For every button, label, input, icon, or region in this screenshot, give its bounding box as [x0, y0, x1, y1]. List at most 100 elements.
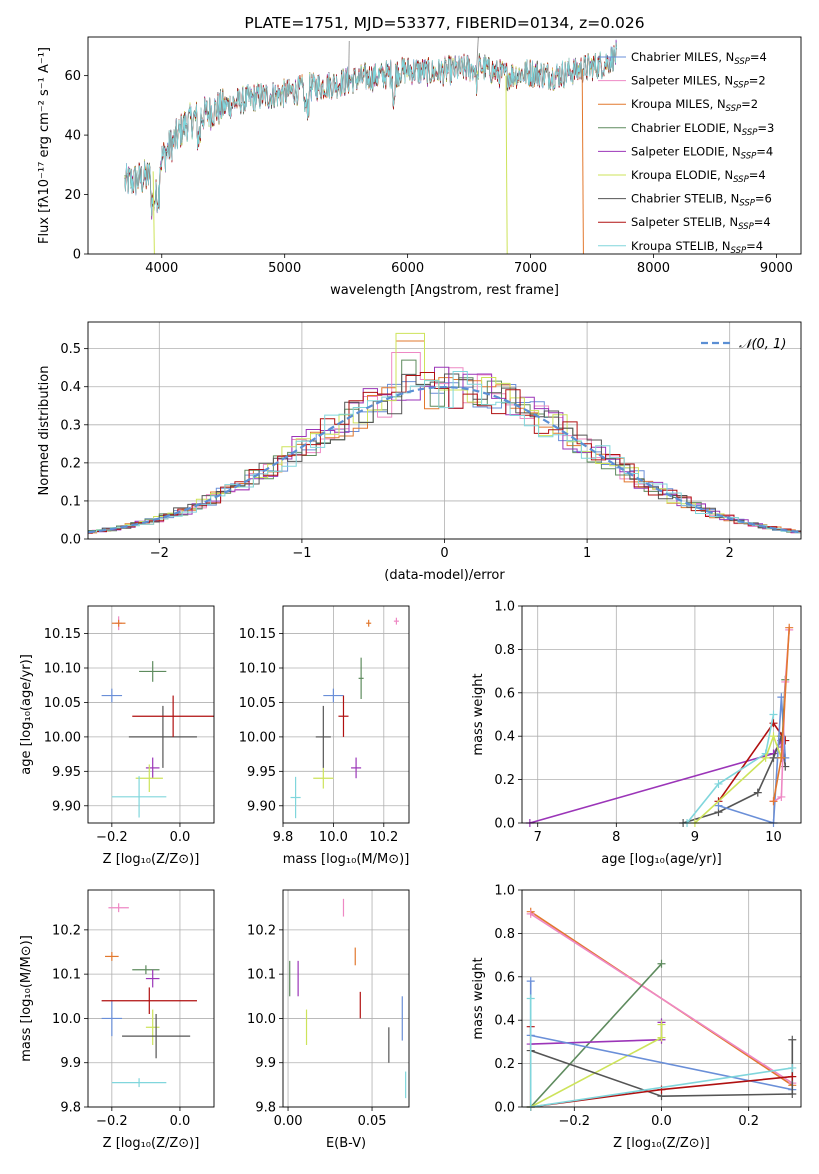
normal-curve [87, 385, 802, 534]
weight-marker [769, 719, 778, 728]
y-tick-label: 0.8 [494, 643, 515, 658]
y-tick-label: 9.90 [247, 799, 276, 814]
x-tick-label: 0.0 [170, 1114, 191, 1129]
x-axis-label: Z [log₁₀(Z/Z⊙)] [103, 1136, 200, 1151]
weight-marker [761, 753, 770, 762]
y-tick-label: 9.90 [52, 799, 81, 814]
spectrum-dip [152, 171, 155, 255]
weight-marker [788, 1089, 797, 1098]
x-tick-label: 7000 [514, 261, 547, 276]
legend-sub: SSP [741, 151, 757, 161]
y-tick-label: 0.4 [60, 380, 81, 395]
errorbar-point-kroupa_stelib [111, 776, 167, 818]
y-axis-label: Normed distribution [37, 366, 52, 496]
weight-line-kroupa_stelib [529, 998, 793, 1107]
weight-line-salpeter_elodie [529, 737, 783, 823]
y-tick-label: 10.2 [247, 923, 276, 938]
weight-marker [657, 1020, 666, 1029]
y-tick-label: 0.4 [494, 730, 515, 745]
spectrum-line-kroupa_elodie [124, 43, 617, 216]
legend-label: Salpeter MILES, NSSP=2 [631, 74, 766, 91]
legend-text: Chabrier STELIB, N [631, 192, 739, 206]
mass_vs_ebv-frame [282, 889, 410, 1108]
y-tick-label: 0.1 [60, 494, 81, 509]
spectrum-dip [581, 69, 584, 255]
legend-sub: SSP [733, 81, 749, 91]
y-tick-label: 9.8 [255, 1101, 276, 1116]
weight-marker [769, 753, 778, 762]
x-tick-label: 7 [534, 830, 542, 845]
y-tick-label: 9.8 [60, 1101, 81, 1116]
y-tick-label: 9.95 [247, 765, 276, 780]
x-tick-label: −0.2 [96, 1114, 128, 1129]
legend-text: Salpeter MILES, N [631, 74, 733, 88]
x-tick-label: 0.00 [274, 1114, 303, 1129]
y-tick-label: 10.2 [52, 923, 81, 938]
y-tick-label: 0.0 [494, 1101, 515, 1116]
errorbar-point-kroupa_miles [111, 619, 126, 627]
y-tick-label: 10.00 [239, 730, 276, 745]
x-tick-label: 10.0 [319, 830, 348, 845]
errorbar-point-salpeter_stelib [132, 695, 214, 737]
y-tick-label: 0.6 [494, 970, 515, 985]
y-tick-label: 0.3 [60, 418, 81, 433]
y-tick-label: 0.2 [494, 773, 515, 788]
legend-suffix: =2 [749, 74, 766, 88]
x-tick-label: 2 [726, 546, 734, 561]
errorbar-point-kroupa_stelib [290, 776, 301, 819]
age_vs_Z-frame [87, 605, 215, 824]
x-tick-label: 8 [612, 830, 620, 845]
weight-line-salpeter_elodie [530, 1022, 663, 1045]
y-tick-label: 1.0 [494, 884, 515, 899]
histogram-kroupa_stelib [88, 371, 801, 534]
x-tick-label: 0.05 [358, 1114, 387, 1129]
y-tick-label: 9.9 [255, 1056, 276, 1071]
x-axis-label: (data-model)/error [384, 568, 505, 583]
y-tick-label: 10.10 [44, 662, 81, 677]
weight-marker [657, 959, 666, 968]
x-tick-label: 1 [583, 546, 591, 561]
weight-line-salpeter_miles [530, 913, 793, 1084]
weight-marker [785, 623, 794, 632]
errorbar-point-salpeter_miles [393, 617, 399, 625]
y-tick-label: 0.0 [494, 817, 515, 832]
legend-label: Kroupa MILES, NSSP=2 [631, 97, 758, 114]
weight-marker [714, 779, 723, 788]
y-tick-label: 9.95 [52, 765, 81, 780]
errorbar-point-salpeter_elodie [351, 757, 362, 779]
legend-label: Kroupa ELODIE, NSSP=4 [631, 168, 766, 185]
legend-suffix: =4 [750, 50, 767, 64]
legend-suffix: =3 [757, 121, 774, 135]
x-tick-label: 5000 [268, 261, 301, 276]
errorbar-point-chabrier_elodie [358, 657, 364, 699]
residuals-frame [87, 321, 802, 540]
errorbar-point-chabrier_stelib [122, 1014, 191, 1059]
y-tick-label: 0.0 [60, 533, 81, 548]
legend-sub: SSP [742, 128, 758, 138]
y-tick-label: 9.9 [60, 1056, 81, 1071]
spectrum-line-salpeter_miles [124, 43, 617, 217]
legend-sub: SSP [734, 57, 750, 67]
legend-text: Chabrier ELODIE, N [631, 121, 742, 135]
y-axis-label: Flux [fλ10⁻¹⁷ erg cm⁻² s⁻¹ A⁻¹] [37, 47, 52, 244]
legend-sub: SSP [726, 104, 742, 114]
x-tick-label: 10 [765, 830, 782, 845]
spectrum-line-chabrier_miles [124, 39, 617, 220]
x-tick-label: 0.0 [170, 830, 191, 845]
x-tick-label: 9.8 [273, 830, 294, 845]
y-tick-label: 10.10 [239, 662, 276, 677]
errorbar-point-kroupa_elodie [313, 767, 334, 789]
y-tick-label: 0.6 [494, 686, 515, 701]
y-axis-label: mass weight [471, 673, 486, 755]
weight-marker [526, 909, 535, 918]
legend-label: Chabrier ELODIE, NSSP=3 [631, 121, 774, 138]
x-tick-label: 9 [691, 830, 699, 845]
y-tick-label: 10.0 [52, 1012, 81, 1027]
legend-suffix: =2 [741, 97, 758, 111]
spectrum-dip [505, 75, 508, 255]
y-tick-label: 1.0 [494, 600, 515, 615]
x-tick-label: 9000 [760, 261, 793, 276]
errorbar-point-kroupa_miles [105, 952, 119, 961]
spectrum-line-kroupa_stelib [124, 42, 617, 217]
